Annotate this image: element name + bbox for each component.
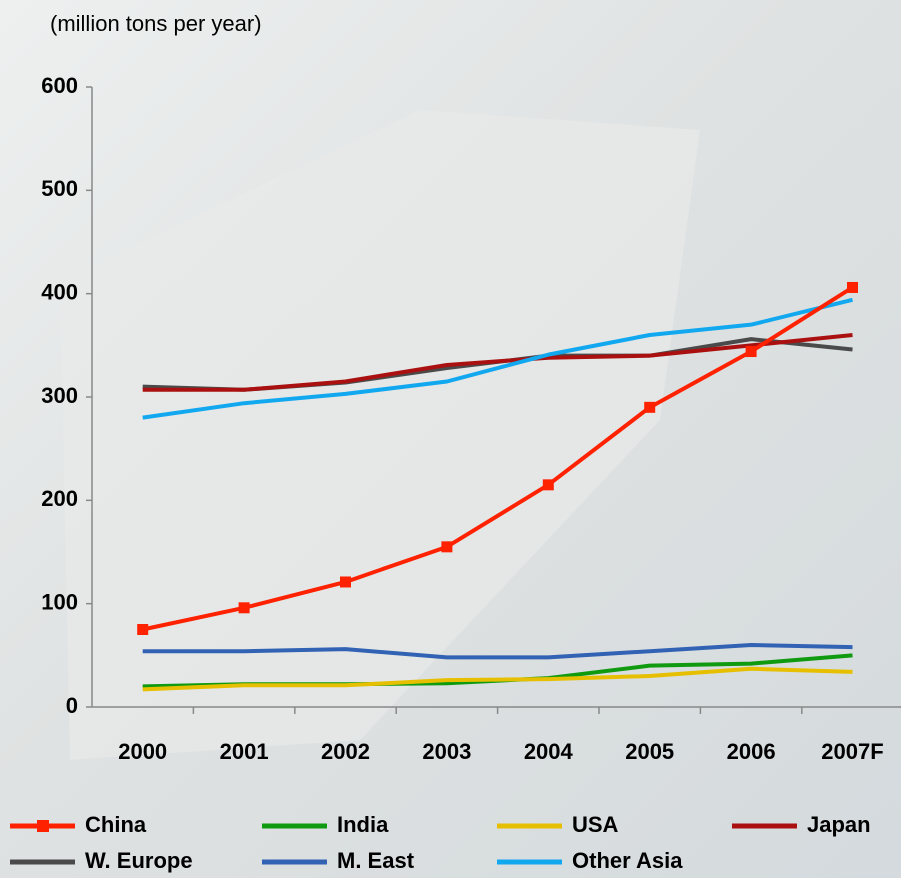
legend-label: China bbox=[85, 812, 147, 837]
series-line bbox=[142, 666, 853, 692]
y-tick-label: 200 bbox=[41, 486, 78, 511]
legend-label: Other Asia bbox=[572, 848, 683, 873]
x-tick-label: 2002 bbox=[321, 739, 370, 764]
x-tick-label: 2005 bbox=[625, 739, 674, 764]
y-tick-label: 400 bbox=[41, 279, 78, 304]
x-tick-label: 2004 bbox=[524, 739, 574, 764]
series-line bbox=[142, 285, 854, 632]
series-line bbox=[142, 297, 853, 420]
data-point bbox=[137, 624, 149, 635]
legend-label: Japan bbox=[807, 812, 871, 837]
x-tick-label: 2006 bbox=[727, 739, 776, 764]
data-point bbox=[340, 576, 351, 588]
y-tick-label: 600 bbox=[41, 73, 78, 98]
data-point bbox=[847, 281, 858, 293]
data-point bbox=[542, 479, 554, 491]
data-point bbox=[644, 401, 656, 413]
legend-marker bbox=[37, 820, 49, 832]
x-tick-label: 2003 bbox=[422, 739, 471, 764]
y-tick-label: 300 bbox=[41, 383, 78, 408]
y-tick-label: 100 bbox=[41, 589, 78, 614]
y-tick-label: 500 bbox=[41, 176, 78, 201]
legend-label: USA bbox=[572, 812, 619, 837]
legend-label: W. Europe bbox=[85, 848, 193, 873]
data-point bbox=[441, 541, 453, 553]
y-axis-label: (million tons per year) bbox=[50, 11, 262, 36]
series-line bbox=[142, 643, 853, 660]
y-tick-label: 0 bbox=[66, 693, 78, 718]
legend-label: M. East bbox=[337, 848, 415, 873]
legend-label: India bbox=[337, 812, 389, 837]
x-tick-label: 2007F bbox=[821, 739, 883, 764]
background-ship bbox=[60, 110, 700, 760]
x-tick-label: 2001 bbox=[220, 739, 269, 764]
data-point bbox=[745, 346, 757, 358]
x-tick-label: 2000 bbox=[118, 739, 167, 764]
data-point bbox=[238, 602, 250, 614]
series-line bbox=[142, 333, 853, 392]
